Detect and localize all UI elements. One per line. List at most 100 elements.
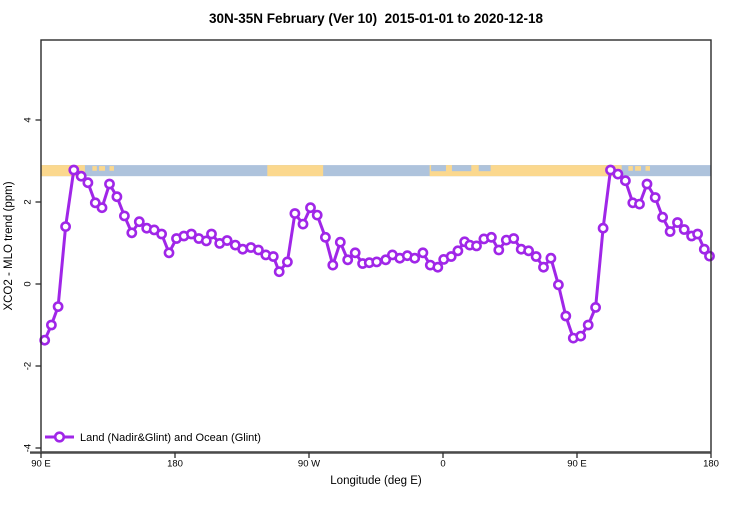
data-point	[89, 197, 101, 209]
data-point	[305, 202, 316, 214]
data-point	[104, 178, 115, 190]
data-point	[698, 243, 710, 255]
data-point	[582, 319, 594, 331]
data-point	[672, 217, 683, 228]
map-band-ocean-segment	[478, 165, 491, 172]
data-point	[575, 330, 587, 342]
y-tick-label: 2	[23, 199, 34, 204]
y-axis-ticks: -4 -2 0 2 4	[23, 117, 41, 452]
y-axis-label: XCO2 - MLO trend (ppm)	[3, 181, 15, 310]
data-point	[342, 254, 354, 266]
data-point	[133, 216, 145, 228]
data-point	[657, 211, 668, 223]
data-point	[620, 175, 631, 187]
data-point	[96, 202, 108, 214]
data-point	[237, 243, 249, 255]
data-series-land-ocean	[39, 164, 715, 346]
data-point	[156, 228, 167, 240]
data-point	[206, 228, 217, 240]
data-point	[126, 227, 138, 239]
data-point	[432, 261, 444, 273]
plot-border	[40, 39, 712, 453]
data-point	[452, 245, 464, 257]
y-tick-label: 4	[23, 117, 34, 122]
data-point	[523, 245, 534, 257]
world-map-band	[41, 165, 711, 177]
map-band-ocean-segment	[431, 165, 446, 172]
data-point	[52, 301, 64, 312]
map-band-land-segment	[628, 166, 633, 171]
y-tick-label: 0	[23, 281, 34, 286]
data-point	[273, 266, 285, 278]
map-band-land-segment	[109, 166, 114, 171]
data-point	[327, 259, 339, 271]
y-tick-label: -2	[23, 362, 34, 370]
x-tick-label: 90 E	[31, 459, 51, 470]
data-point	[634, 198, 645, 210]
data-point	[508, 233, 520, 244]
data-point	[119, 210, 130, 222]
x-tick-label: 180	[167, 459, 183, 470]
data-point	[664, 226, 676, 237]
data-point	[704, 250, 715, 262]
data-point	[82, 177, 94, 189]
data-point	[334, 236, 346, 248]
data-point	[641, 178, 653, 190]
data-point	[493, 244, 505, 256]
data-point	[485, 231, 497, 243]
data-point	[692, 228, 703, 240]
data-point	[545, 252, 557, 264]
data-point	[252, 244, 264, 256]
chart-title: 30N-35N February (Ver 10) 2015-01-01 to …	[209, 11, 543, 26]
data-point	[281, 256, 293, 268]
map-band-ocean-base	[41, 165, 711, 177]
map-band-land-segment	[41, 165, 85, 177]
data-point	[560, 310, 572, 322]
data-point	[111, 191, 123, 203]
data-point	[221, 235, 233, 246]
map-band-land-segment	[635, 166, 642, 171]
data-point	[297, 218, 309, 230]
data-point	[380, 254, 392, 266]
data-point	[311, 209, 323, 221]
data-point	[185, 228, 197, 240]
data-point	[409, 252, 421, 264]
data-point	[553, 279, 564, 291]
data-point	[319, 231, 331, 243]
data-point	[649, 192, 661, 203]
data-point	[267, 251, 279, 262]
map-band-land-segment	[429, 165, 622, 177]
x-tick-label: 90 E	[567, 459, 587, 470]
map-band-land-segment	[99, 166, 106, 171]
map-band-land-segment	[645, 166, 650, 171]
map-band-ocean-segment	[451, 165, 472, 172]
x-axis-ticks: 90 E 180 90 W 0 90 E 180	[31, 452, 719, 470]
map-band-land-segment	[92, 166, 97, 171]
data-point	[46, 319, 57, 331]
data-point	[612, 168, 624, 180]
data-point	[417, 247, 429, 259]
data-point	[75, 170, 87, 182]
data-point	[60, 221, 71, 232]
data-point	[538, 261, 549, 273]
series-line	[43, 168, 711, 342]
data-point	[68, 164, 80, 176]
x-axis-label: Longitude (deg E)	[330, 475, 422, 487]
legend-label: Land (Nadir&Glint) and Ocean (Glint)	[80, 432, 261, 444]
data-point	[371, 256, 383, 268]
x-tick-label: 180	[703, 459, 719, 470]
data-point	[597, 222, 609, 234]
data-point	[471, 240, 482, 252]
data-point	[349, 247, 361, 259]
legend: Land (Nadir&Glint) and Ocean (Glint)	[45, 431, 261, 444]
legend-circle-marker-icon	[53, 431, 66, 443]
x-tick-label: 0	[440, 459, 445, 470]
y-tick-label: -4	[23, 444, 34, 452]
data-point	[445, 251, 457, 262]
x-tick-label: 90 W	[298, 459, 320, 470]
data-point	[530, 251, 542, 262]
data-point	[163, 247, 175, 259]
data-point	[590, 301, 601, 313]
